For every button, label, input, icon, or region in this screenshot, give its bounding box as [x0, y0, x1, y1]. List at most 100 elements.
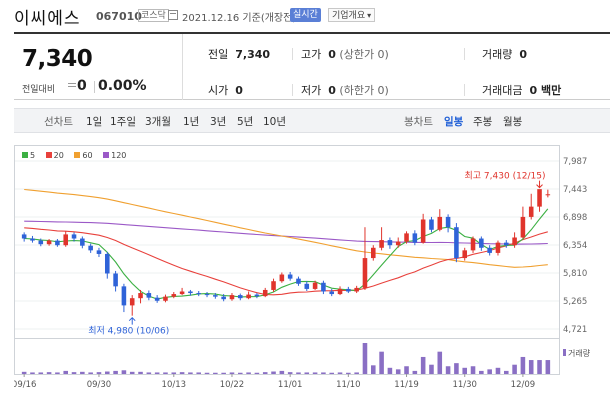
prev-close: 전일 7,340	[208, 46, 270, 62]
volume-bar	[146, 372, 152, 374]
legend-ma120: 120	[103, 151, 126, 160]
legend-ma20: 20	[45, 151, 64, 160]
candle-body	[171, 294, 177, 297]
y-tick-label: 7,443	[563, 185, 587, 195]
candle-body	[545, 194, 551, 196]
realtime-button[interactable]: 실시간	[290, 8, 321, 22]
tab-1y[interactable]: 1년	[183, 116, 200, 128]
divider	[94, 81, 95, 93]
line-chart-label: 선차트	[44, 116, 73, 128]
volume-bar	[88, 372, 93, 374]
divider	[292, 84, 293, 96]
volume-bar	[487, 369, 492, 374]
y-tick-label: 5,810	[563, 269, 587, 279]
change-value: 0	[77, 78, 87, 94]
max-arrow	[536, 180, 543, 189]
volume-bar	[38, 372, 44, 374]
volume-bar	[80, 371, 85, 374]
volume-bar	[96, 372, 102, 374]
candle-body	[379, 240, 384, 248]
company-overview-label: 기업개요	[332, 11, 366, 21]
candle-body	[454, 227, 459, 259]
tab-1w[interactable]: 1주일	[110, 116, 137, 128]
x-tick-label: 11/10	[336, 380, 361, 390]
company-overview-button[interactable]: 기업개요 ▾	[328, 8, 376, 22]
candle-body	[96, 250, 102, 254]
candle-body	[254, 294, 260, 297]
volume-bar	[254, 372, 260, 374]
volume-bar	[387, 367, 393, 374]
candle-body	[479, 238, 484, 248]
candle-body	[445, 216, 451, 228]
market-badge: 코스닥	[138, 9, 169, 22]
volume-bar	[296, 372, 301, 374]
volume-bar	[154, 372, 160, 374]
candle-body	[412, 233, 418, 243]
legend-label: 60	[82, 151, 93, 160]
candle-body	[470, 238, 476, 251]
volume-panel-frame	[14, 338, 560, 375]
legend-swatch	[103, 152, 110, 158]
volume-bar	[30, 372, 35, 374]
stock-chart[interactable]: 5 20 60 120 7,987 7,443 6,898 6,354 5,810 5,2…	[12, 145, 610, 402]
volume-bar	[429, 364, 434, 374]
low-label: 저가	[301, 84, 322, 97]
tab-3m[interactable]: 3개월	[145, 116, 172, 128]
tab-1d[interactable]: 1일	[86, 116, 103, 128]
candle-body	[188, 291, 193, 294]
tab-10y[interactable]: 10년	[263, 116, 287, 128]
candle-body	[88, 245, 93, 251]
tab-3y[interactable]: 3년	[210, 116, 227, 128]
price-summary: 7,340 전일대비 0 0.00% 전일 7,340 고가 0 (상한가 0)…	[14, 32, 610, 100]
legend-ma5: 5	[22, 151, 35, 160]
candle-body	[487, 247, 492, 253]
volume-bar	[138, 371, 143, 374]
volume-bar	[312, 372, 318, 374]
volume-bar	[129, 371, 135, 374]
chevron-down-icon: ▾	[367, 11, 372, 20]
volume-bar	[71, 372, 77, 374]
x-tick-label: 09/30	[87, 380, 112, 390]
candle-body	[370, 247, 376, 259]
candlestick-chart[interactable]: 7,987 7,443 6,898 6,354 5,810 5,265 4,721 09/16…	[12, 145, 610, 402]
volume-bar	[412, 370, 418, 374]
x-tick-label: 11/01	[278, 380, 303, 390]
prev-close-label: 전일	[208, 48, 229, 61]
open-price: 시가 0	[208, 82, 243, 98]
legend-ma60: 60	[74, 151, 93, 160]
x-tick-label: 11/30	[452, 380, 477, 390]
volume-bar	[404, 366, 409, 374]
volume-bar	[196, 372, 202, 374]
tab-daily[interactable]: 일봉	[444, 116, 464, 128]
candle-body	[429, 219, 434, 230]
candle-body	[346, 288, 351, 292]
volume-bar	[354, 372, 359, 374]
tab-weekly[interactable]: 주봉	[473, 116, 493, 128]
volume-bar	[113, 370, 118, 374]
lower-limit: (하한가 0)	[339, 84, 389, 97]
change-label: 전일대비	[22, 85, 56, 95]
candle-body	[46, 240, 52, 245]
max-label: 최고 7,430 (12/15)	[465, 171, 546, 182]
volume-bar	[537, 360, 542, 374]
volume-bar	[221, 372, 226, 374]
ma60-line	[24, 188, 548, 268]
tab-5y[interactable]: 5년	[237, 116, 254, 128]
divider	[464, 48, 465, 60]
tab-monthly[interactable]: 월봉	[503, 116, 523, 128]
volume-bar	[21, 371, 27, 374]
volume-bar	[179, 372, 185, 374]
candle-body	[462, 250, 468, 259]
candle-body	[146, 293, 152, 298]
candle-body	[129, 298, 135, 306]
candle-body	[321, 282, 326, 292]
volume-bar	[495, 367, 501, 374]
candle-body	[495, 242, 501, 253]
y-tick-label: 6,898	[563, 213, 587, 223]
x-tick-label: 09/16	[14, 380, 36, 390]
volume-bar	[462, 367, 468, 374]
candle-body	[71, 234, 77, 239]
volume-bar	[362, 343, 368, 374]
volume-bar	[171, 372, 177, 374]
volume-bar	[512, 364, 517, 374]
